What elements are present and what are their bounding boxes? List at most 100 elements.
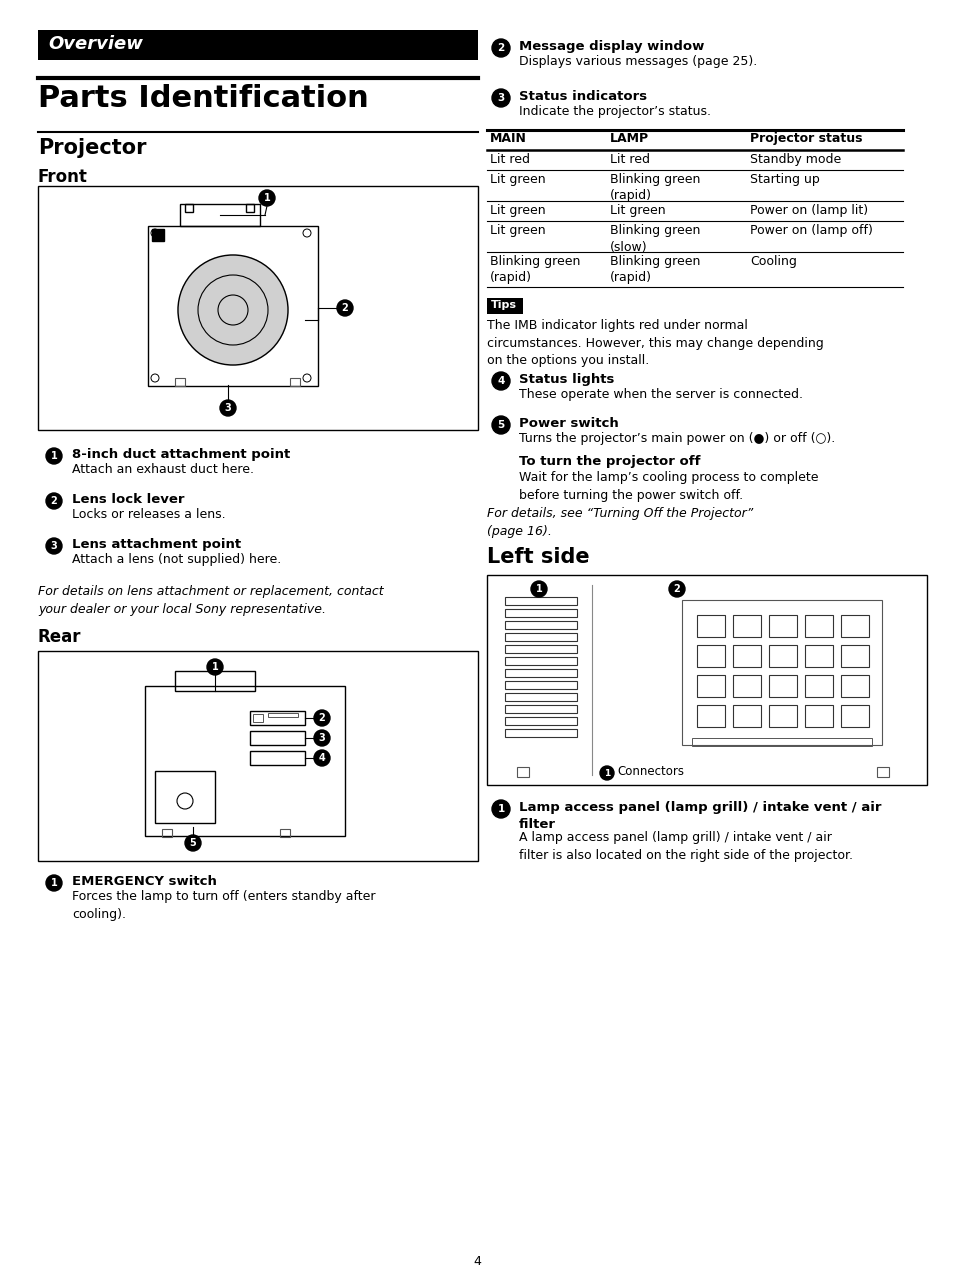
Bar	[804, 675, 832, 697]
Bar	[697, 705, 724, 727]
Bar	[504, 717, 577, 725]
Text: Lit green: Lit green	[490, 173, 545, 186]
Bar	[804, 705, 832, 727]
Text: Attach an exhaust duct here.: Attach an exhaust duct here.	[71, 462, 253, 476]
Circle shape	[46, 875, 62, 891]
Bar	[768, 645, 796, 668]
Text: 1: 1	[51, 878, 57, 888]
Bar	[841, 615, 868, 637]
Text: Lens lock lever: Lens lock lever	[71, 493, 184, 506]
Bar	[174, 671, 254, 691]
Text: Front: Front	[38, 168, 88, 186]
Text: Displays various messages (page 25).: Displays various messages (page 25).	[518, 55, 757, 68]
Bar	[504, 657, 577, 665]
Text: Blinking green
(rapid): Blinking green (rapid)	[490, 255, 579, 284]
Text: Rear: Rear	[38, 628, 81, 646]
Circle shape	[314, 730, 330, 747]
Text: 1: 1	[497, 804, 504, 814]
Text: Lens attachment point: Lens attachment point	[71, 538, 241, 550]
Text: 4: 4	[318, 753, 325, 763]
Text: The IMB indicator lights red under normal
circumstances. However, this may chang: The IMB indicator lights red under norma…	[486, 318, 822, 367]
Bar	[697, 615, 724, 637]
Bar	[697, 675, 724, 697]
Text: 2: 2	[318, 713, 325, 724]
Text: 2: 2	[51, 496, 57, 506]
Bar	[732, 615, 760, 637]
Text: Lit green: Lit green	[609, 204, 665, 217]
Text: A lamp access panel (lamp grill) / intake vent / air
filter is also located on t: A lamp access panel (lamp grill) / intak…	[518, 831, 852, 861]
Text: 2: 2	[673, 583, 679, 594]
Text: 8-inch duct attachment point: 8-inch duct attachment point	[71, 448, 290, 461]
Bar	[38, 186, 477, 431]
Text: 1: 1	[603, 768, 610, 777]
Text: Blinking green
(slow): Blinking green (slow)	[609, 224, 700, 254]
Bar	[162, 829, 172, 837]
Text: Power on (lamp off): Power on (lamp off)	[749, 224, 872, 237]
Circle shape	[185, 834, 201, 851]
Bar	[185, 204, 193, 211]
Bar	[148, 225, 317, 386]
Text: To turn the projector off: To turn the projector off	[518, 455, 700, 468]
Bar	[504, 620, 577, 629]
Bar	[174, 378, 185, 386]
Circle shape	[258, 190, 274, 206]
Text: Tips: Tips	[491, 299, 517, 310]
Bar	[504, 669, 577, 676]
Text: Status indicators: Status indicators	[518, 90, 646, 103]
Bar	[486, 298, 522, 313]
Text: Forces the lamp to turn off (enters standby after
cooling).: Forces the lamp to turn off (enters stan…	[71, 891, 375, 921]
Text: 5: 5	[190, 838, 196, 848]
Circle shape	[46, 493, 62, 510]
Text: Wait for the lamp’s cooling process to complete
before turning the power switch : Wait for the lamp’s cooling process to c…	[518, 471, 818, 502]
Bar	[804, 645, 832, 668]
Text: Power on (lamp lit): Power on (lamp lit)	[749, 204, 867, 217]
Bar	[768, 675, 796, 697]
Text: 3: 3	[318, 733, 325, 743]
Bar	[504, 609, 577, 617]
Circle shape	[492, 39, 510, 57]
Bar	[732, 705, 760, 727]
Text: 2: 2	[341, 303, 348, 313]
Bar	[504, 682, 577, 689]
Bar	[504, 633, 577, 641]
Bar	[517, 767, 529, 777]
Circle shape	[492, 417, 510, 434]
Circle shape	[492, 89, 510, 107]
Text: For details, see “Turning Off the Projector”
(page 16).: For details, see “Turning Off the Projec…	[486, 507, 753, 538]
Text: 5: 5	[497, 420, 504, 431]
Circle shape	[46, 538, 62, 554]
Text: MAIN: MAIN	[490, 132, 526, 145]
Text: Locks or releases a lens.: Locks or releases a lens.	[71, 508, 226, 521]
Text: Turns the projector’s main power on (●) or off (○).: Turns the projector’s main power on (●) …	[518, 432, 835, 445]
Text: LAMP: LAMP	[609, 132, 648, 145]
Text: 1: 1	[535, 583, 542, 594]
Bar	[145, 685, 345, 836]
Bar	[253, 713, 263, 722]
Bar	[154, 771, 214, 823]
Text: Message display window: Message display window	[518, 39, 703, 54]
Text: Power switch: Power switch	[518, 417, 618, 431]
Bar	[504, 645, 577, 654]
Text: Lamp access panel (lamp grill) / intake vent / air
filter: Lamp access panel (lamp grill) / intake …	[518, 801, 881, 831]
Text: 3: 3	[51, 541, 57, 550]
Bar	[504, 598, 577, 605]
Bar	[486, 575, 926, 785]
Bar	[38, 31, 477, 60]
Circle shape	[336, 299, 353, 316]
Text: Lit green: Lit green	[490, 224, 545, 237]
Bar	[38, 651, 477, 861]
Text: Lit red: Lit red	[490, 153, 530, 166]
Bar	[504, 705, 577, 713]
Bar	[250, 711, 305, 725]
Bar	[841, 645, 868, 668]
Bar	[732, 675, 760, 697]
Text: 4: 4	[473, 1255, 480, 1268]
Bar	[504, 729, 577, 736]
Text: Status lights: Status lights	[518, 373, 614, 386]
Bar	[268, 713, 297, 717]
Text: Projector status: Projector status	[749, 132, 862, 145]
Text: 3: 3	[224, 403, 232, 413]
Text: For details on lens attachment or replacement, contact
your dealer or your local: For details on lens attachment or replac…	[38, 585, 383, 617]
Circle shape	[220, 400, 235, 417]
Bar	[280, 829, 290, 837]
